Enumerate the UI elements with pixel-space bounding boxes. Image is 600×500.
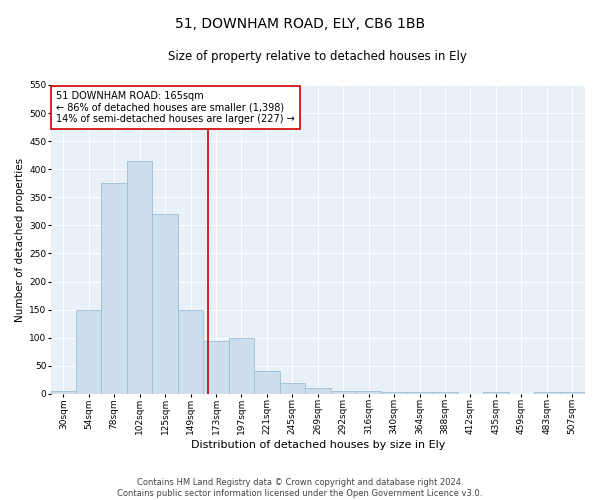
Bar [356, 391, 382, 394]
Bar [433, 392, 458, 394]
Text: 51 DOWNHAM ROAD: 165sqm
← 86% of detached houses are smaller (1,398)
14% of semi: 51 DOWNHAM ROAD: 165sqm ← 86% of detache… [56, 91, 295, 124]
Bar [229, 338, 254, 394]
X-axis label: Distribution of detached houses by size in Ely: Distribution of detached houses by size … [191, 440, 445, 450]
Bar [560, 392, 585, 394]
Bar [407, 392, 433, 394]
Bar [534, 392, 560, 394]
Bar [76, 310, 101, 394]
Bar [127, 161, 152, 394]
Bar [178, 310, 203, 394]
Title: Size of property relative to detached houses in Ely: Size of property relative to detached ho… [169, 50, 467, 63]
Bar [331, 391, 356, 394]
Bar [280, 382, 305, 394]
Bar [254, 372, 280, 394]
Bar [382, 392, 407, 394]
Y-axis label: Number of detached properties: Number of detached properties [15, 158, 25, 322]
Bar [101, 184, 127, 394]
Bar [152, 214, 178, 394]
Text: 51, DOWNHAM ROAD, ELY, CB6 1BB: 51, DOWNHAM ROAD, ELY, CB6 1BB [175, 18, 425, 32]
Text: Contains HM Land Registry data © Crown copyright and database right 2024.
Contai: Contains HM Land Registry data © Crown c… [118, 478, 482, 498]
Bar [483, 392, 509, 394]
Bar [305, 388, 331, 394]
Bar [203, 340, 229, 394]
Bar [50, 391, 76, 394]
